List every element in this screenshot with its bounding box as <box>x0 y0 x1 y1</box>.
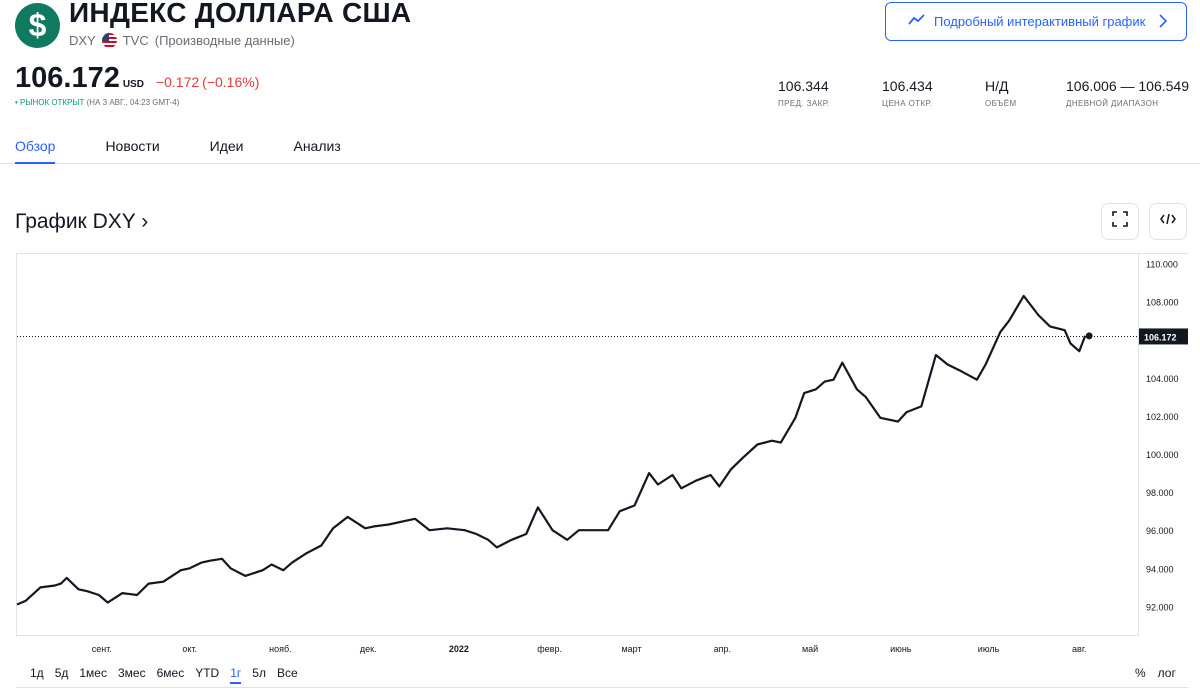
log-scale-toggle[interactable]: лог <box>1157 666 1176 680</box>
stat-value: Н/Д <box>985 78 1009 94</box>
range-1m[interactable]: 1мес <box>79 666 107 680</box>
x-tick-label: апр. <box>714 644 731 654</box>
last-price: 106.172 <box>15 62 120 94</box>
trend-chart-icon <box>908 14 926 29</box>
price-scale[interactable] <box>1138 253 1188 636</box>
tabs-divider <box>0 163 1200 164</box>
price-block: 106.172 USD −0.172 (−0.16%) <box>15 62 259 95</box>
fullscreen-button[interactable] <box>1101 203 1139 240</box>
scale-options: % лог <box>1135 666 1176 680</box>
x-tick-label: дек. <box>360 644 377 654</box>
market-time: (НА 3 АВГ., 04:23 GMT-4) <box>86 98 180 107</box>
stat-value: 106.434 <box>882 78 933 94</box>
stat-value: 106.006 — 106.549 <box>1066 78 1189 94</box>
range-all[interactable]: Все <box>276 666 298 680</box>
range-3m[interactable]: 3мес <box>117 666 146 680</box>
range-1d[interactable]: 1д <box>30 666 44 680</box>
x-tick-label: февр. <box>537 644 562 654</box>
price-change: −0.172 <box>155 74 200 90</box>
stat-day-range: 106.006 — 106.549 ДНЕВНОЙ ДИАПАЗОН <box>1066 78 1189 108</box>
stat-open: 106.434 ЦЕНА ОТКР. <box>882 78 933 108</box>
embed-button[interactable] <box>1149 203 1187 240</box>
x-tick-label: нояб. <box>269 644 292 654</box>
chart-plot-area[interactable] <box>16 253 1138 636</box>
tab-news[interactable]: Новости <box>105 138 160 154</box>
fullscreen-icon <box>1112 211 1128 232</box>
active-tab-indicator <box>15 162 55 164</box>
section-tabs: Обзор Новости Идеи Анализ <box>15 138 341 164</box>
symbol-info: DXY TVC (Производные данные) <box>69 33 295 48</box>
percent-scale-toggle[interactable]: % <box>1135 666 1146 680</box>
x-tick-label: 2022 <box>449 644 469 654</box>
market-status: • РЫНОК ОТКРЫТ (НА 3 АВГ., 04:23 GMT-4) <box>15 98 179 107</box>
source-note: (Производные данные) <box>154 33 295 48</box>
currency-label: USD <box>122 79 144 90</box>
code-icon <box>1160 212 1176 231</box>
exchange-name: TVC <box>122 33 149 48</box>
footer-divider <box>16 687 1188 688</box>
chevron-right-icon <box>1158 13 1168 32</box>
interactive-chart-button[interactable]: Подробный интерактивный график <box>885 2 1187 41</box>
tab-ideas[interactable]: Идеи <box>209 138 244 154</box>
x-tick-label: май <box>802 644 818 654</box>
stat-label: ОБЪЁМ <box>985 99 1017 108</box>
x-tick-label: авг. <box>1072 644 1086 654</box>
stat-prev-close: 106.344 ПРЕД. ЗАКР. <box>778 78 830 108</box>
x-tick-label: июнь <box>890 644 912 654</box>
range-ytd[interactable]: YTD <box>195 666 220 680</box>
symbol-ticker: DXY <box>69 33 96 48</box>
tab-analysis[interactable]: Анализ <box>293 138 341 154</box>
interactive-chart-label: Подробный интерактивный график <box>934 14 1146 29</box>
range-5d[interactable]: 5д <box>54 666 69 680</box>
range-6m[interactable]: 6мес <box>156 666 185 680</box>
tab-overview[interactable]: Обзор <box>15 138 56 154</box>
price-change-percent: (−0.16%) <box>202 74 260 90</box>
us-flag-icon <box>101 33 117 48</box>
range-5y[interactable]: 5л <box>252 666 266 680</box>
x-tick-label: сент. <box>92 644 112 654</box>
chart-title-link[interactable]: График DXY › <box>15 210 149 233</box>
market-open-label: • РЫНОК ОТКРЫТ <box>15 98 85 107</box>
dollar-logo-icon: $ <box>15 3 60 48</box>
stat-label: ПРЕД. ЗАКР. <box>778 99 830 108</box>
x-tick-label: март <box>621 644 641 654</box>
page-title: ИНДЕКС ДОЛЛАРА США <box>69 0 412 28</box>
range-1y[interactable]: 1г <box>230 666 242 684</box>
stat-volume: Н/Д ОБЪЁМ <box>985 78 1017 108</box>
x-tick-label: окт. <box>182 644 197 654</box>
stat-label: ДНЕВНОЙ ДИАПАЗОН <box>1066 99 1159 108</box>
stat-value: 106.344 <box>778 78 829 94</box>
x-tick-label: июль <box>978 644 1000 654</box>
range-selector: 1д 5д 1мес 3мес 6мес YTD 1г 5л Все <box>30 666 298 684</box>
stat-label: ЦЕНА ОТКР. <box>882 99 933 108</box>
